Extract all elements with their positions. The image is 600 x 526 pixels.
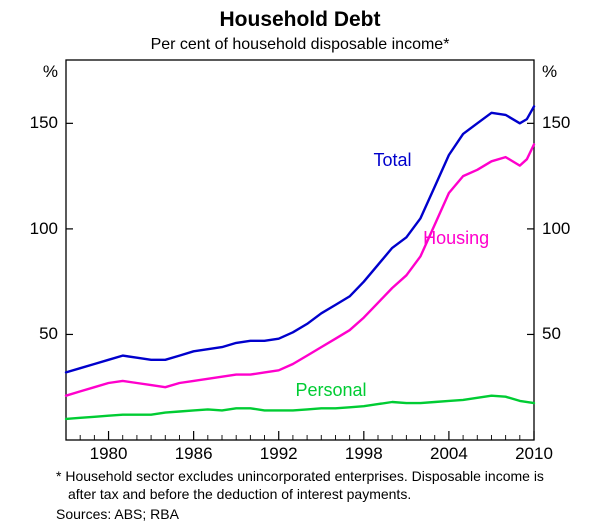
- x-tick: 1980: [84, 444, 134, 464]
- y-tick-right: 50: [542, 324, 561, 344]
- y-tick-left: 100: [16, 219, 58, 239]
- y-tick-right: 150: [542, 113, 570, 133]
- x-tick: 1992: [254, 444, 304, 464]
- series-label-housing: Housing: [423, 228, 489, 249]
- y-tick-left: 50: [16, 324, 58, 344]
- series-label-personal: Personal: [295, 380, 366, 401]
- y-tick-right: 100: [542, 219, 570, 239]
- x-tick: 2004: [424, 444, 474, 464]
- chart-container: Household Debt Per cent of household dis…: [0, 0, 600, 526]
- x-tick: 1986: [169, 444, 219, 464]
- x-tick: 2010: [509, 444, 559, 464]
- y-axis-label-left: %: [28, 62, 58, 82]
- chart-footnote: * Household sector excludes unincorporat…: [56, 468, 566, 503]
- x-tick: 1998: [339, 444, 389, 464]
- series-label-total: Total: [373, 150, 411, 171]
- y-tick-left: 150: [16, 113, 58, 133]
- chart-sources: Sources: ABS; RBA: [56, 506, 179, 522]
- y-axis-label-right: %: [542, 62, 557, 82]
